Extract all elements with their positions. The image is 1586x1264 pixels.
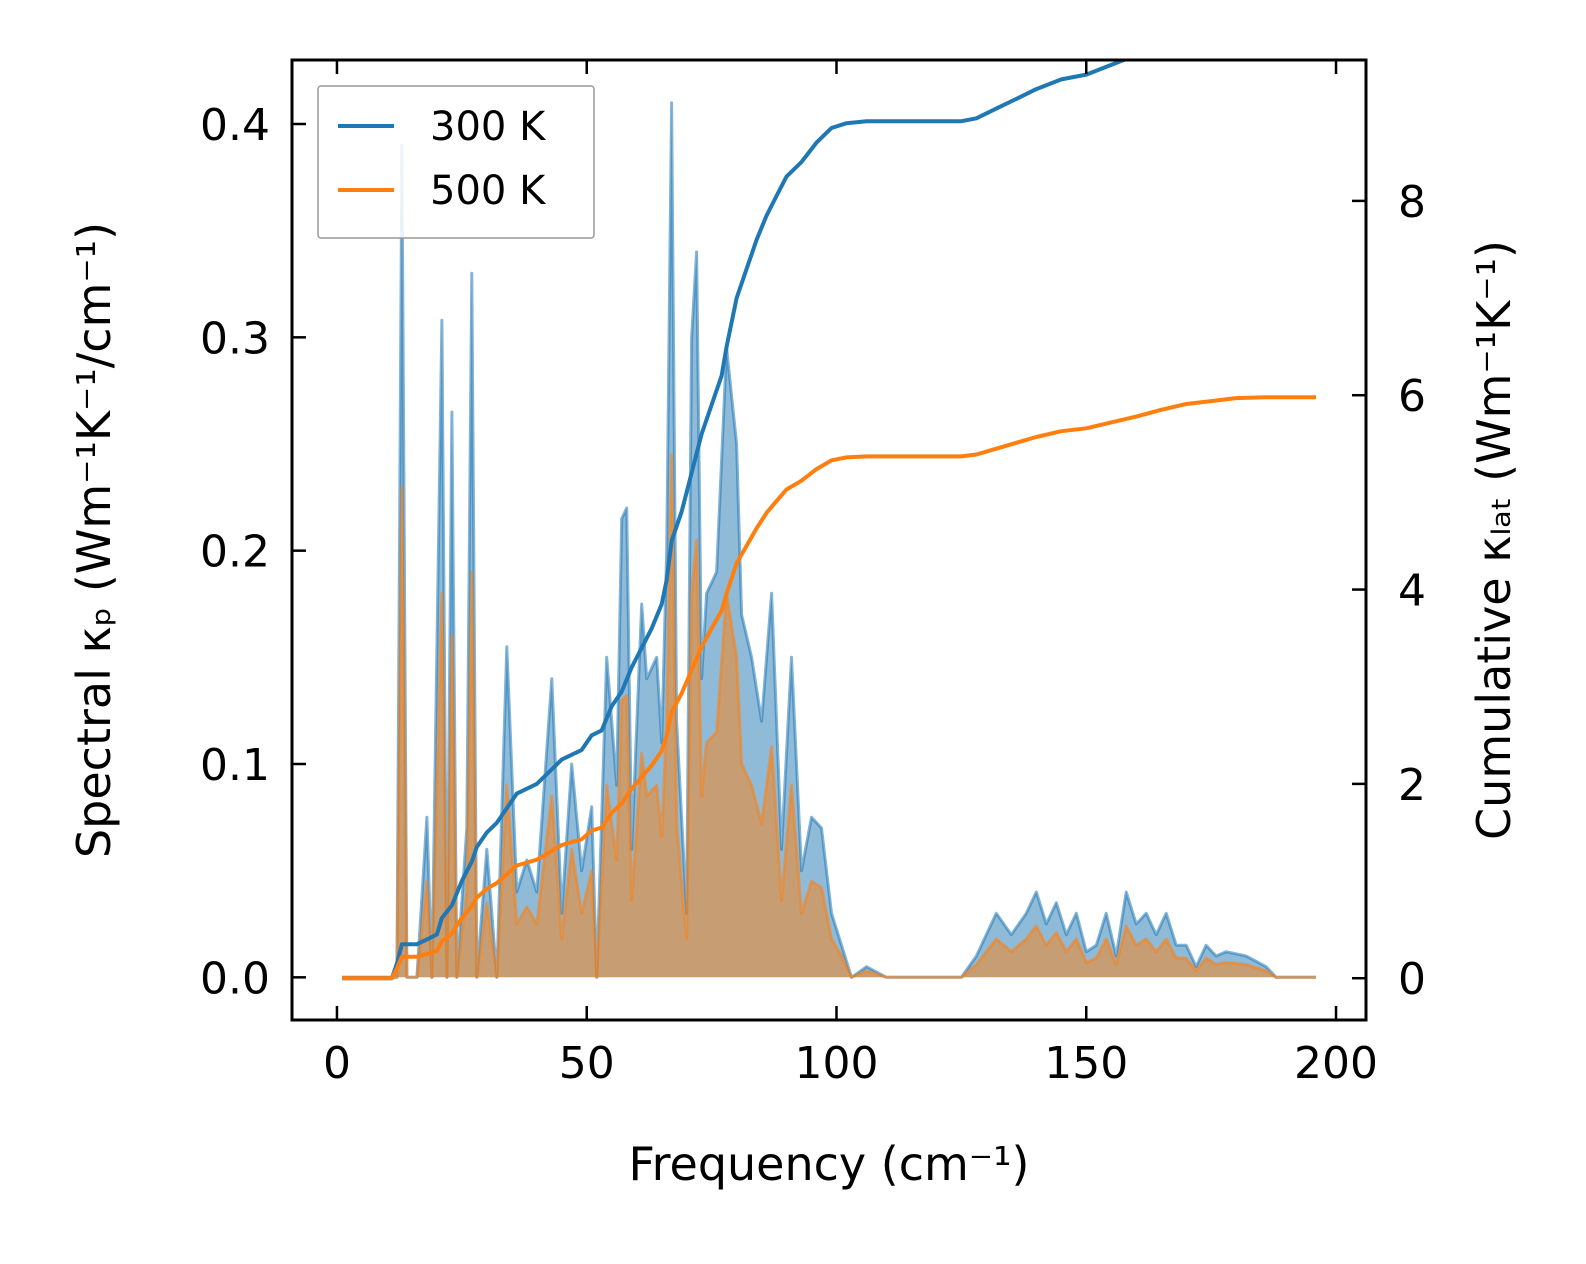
left-y-tick-label-3: 0.3: [200, 313, 270, 364]
x-tick-label-100: 100: [795, 1038, 879, 1089]
left-y-axis-label: Spectral κₚ (Wm⁻¹K⁻¹/cm⁻¹): [67, 222, 121, 858]
right-y-axis-label: Cumulative κₗₐₜ (Wm⁻¹K⁻¹): [1467, 240, 1521, 840]
right-y-tick-label-4: 8: [1398, 177, 1426, 228]
x-axis-label: Frequency (cm⁻¹): [629, 1137, 1030, 1191]
right-y-tick-label-1: 2: [1398, 760, 1426, 811]
cumulative-line-500k: [342, 395, 1316, 981]
left-y-tick-label-2: 0.2: [200, 527, 270, 578]
right-y-tick-label-3: 6: [1398, 371, 1426, 422]
x-tick-label-0: 0: [323, 1038, 351, 1089]
right-y-tick-label-2: 4: [1398, 566, 1426, 617]
cumulative-line-layer: [342, 60, 1316, 981]
left-y-tick-label-0: 0.0: [200, 953, 270, 1004]
right-y-tick-label-0: 0: [1398, 954, 1426, 1005]
right-y-axis-ticks: 0 2 4 6 8: [1352, 177, 1426, 1005]
cumulative-line-300k: [342, 60, 1130, 981]
x-tick-label-200: 200: [1294, 1038, 1378, 1089]
spectral-outline-300k: [342, 101, 1316, 979]
x-tick-label-150: 150: [1044, 1038, 1128, 1089]
legend: 300 K 500 K: [317, 85, 595, 239]
legend-label-300k: 300 K: [430, 104, 547, 150]
plot-frame: [290, 58, 1368, 1022]
x-tick-label-50: 50: [559, 1038, 615, 1089]
left-y-tick-label-4: 0.4: [200, 100, 270, 151]
spectral-outline-500k: [342, 453, 1316, 979]
legend-label-500k: 500 K: [430, 168, 547, 214]
left-y-axis-ticks: 0.0 0.1 0.2 0.3 0.4: [200, 100, 306, 1004]
left-y-tick-label-1: 0.1: [200, 740, 270, 791]
x-axis-ticks: 0 50 100 150 200: [323, 60, 1378, 1089]
